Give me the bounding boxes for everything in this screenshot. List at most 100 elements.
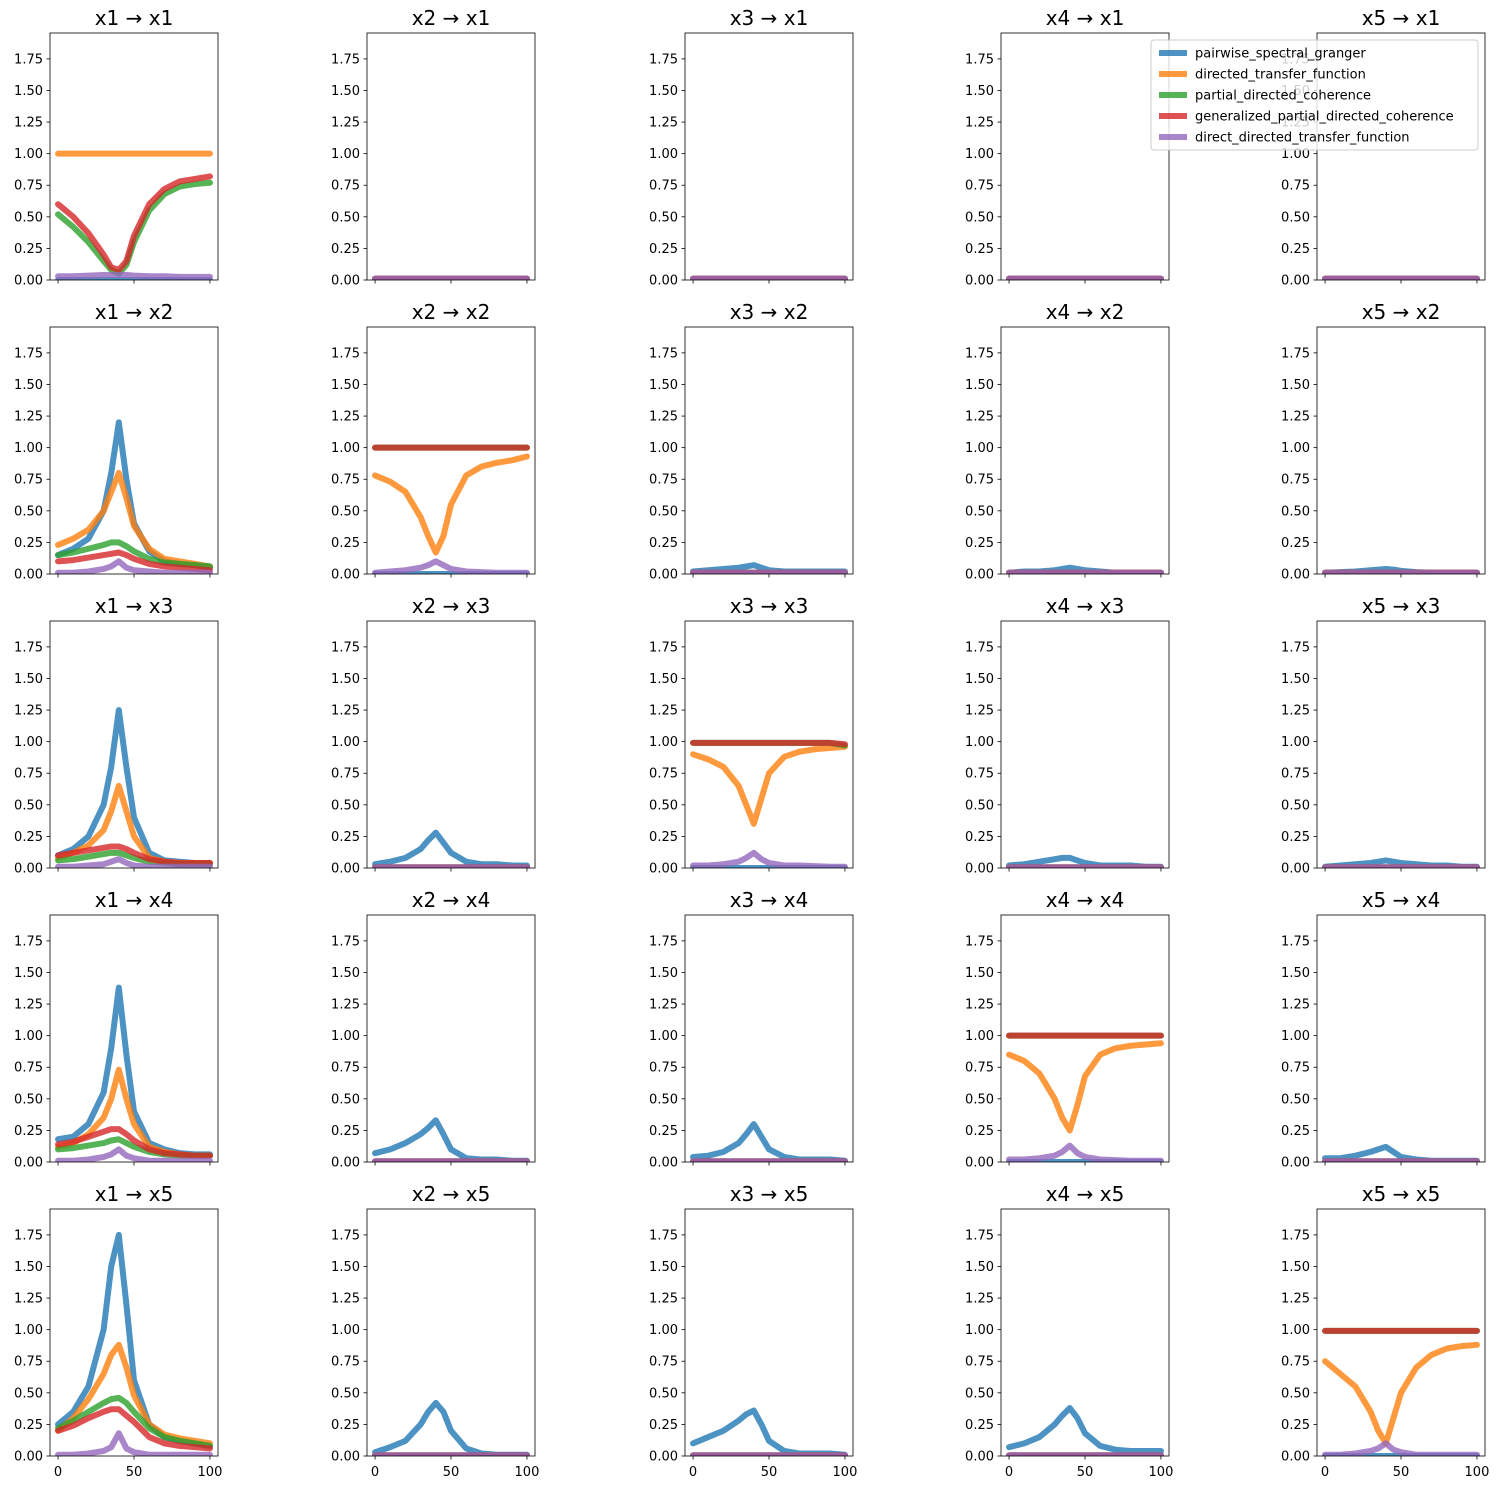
y-tick-label: 1.50 — [965, 84, 994, 99]
axes-frame — [1316, 1208, 1486, 1457]
axes-frame — [1316, 620, 1486, 869]
y-tick-label: 1.25 — [1281, 998, 1310, 1013]
y-tick-label: 0.50 — [965, 1092, 994, 1107]
panel-title: x4 → x1 — [1046, 6, 1125, 30]
y-tick-label: 0.00 — [331, 274, 360, 289]
y-tick-label: 1.00 — [1281, 1029, 1310, 1044]
y-tick-label: 0.75 — [14, 1355, 43, 1370]
y-tick-label: 0.75 — [331, 1061, 360, 1076]
y-tick-label: 0.00 — [14, 274, 43, 289]
y-tick-label: 0.75 — [1281, 179, 1310, 194]
series-line — [55, 173, 213, 273]
y-tick-label: 0.75 — [14, 179, 43, 194]
x-tick-label: 100 — [833, 1465, 858, 1480]
y-tick-label: 1.00 — [331, 1029, 360, 1044]
y-tick-label: 0.00 — [965, 274, 994, 289]
panel-title: x5 → x4 — [1362, 888, 1441, 912]
y-tick-label: 1.25 — [649, 1292, 678, 1307]
y-tick-label: 1.00 — [331, 1323, 360, 1338]
y-tick-label: 0.50 — [14, 210, 43, 225]
y-tick-label: 0.25 — [14, 830, 43, 845]
y-tick-label: 0.75 — [1281, 1355, 1310, 1370]
axes-frame — [1000, 620, 1170, 869]
series-line — [690, 739, 848, 748]
y-tick-label: 1.50 — [14, 84, 43, 99]
y-tick-label: 0.75 — [649, 473, 678, 488]
y-tick-label: 0.50 — [14, 1386, 43, 1401]
y-tick-label: 1.00 — [965, 735, 994, 750]
y-tick-label: 1.75 — [649, 1228, 678, 1243]
y-tick-label: 1.50 — [1281, 1260, 1310, 1275]
panel-title: x4 → x4 — [1046, 888, 1125, 912]
panel-title: x5 → x3 — [1362, 594, 1441, 618]
y-tick-label: 1.00 — [1281, 441, 1310, 456]
y-tick-label: 0.25 — [1281, 536, 1310, 551]
y-tick-label: 0.50 — [1281, 1092, 1310, 1107]
y-tick-label: 0.00 — [1281, 1156, 1310, 1171]
panel: x2 → x5 0.00 0.25 0.50 0.75 1.00 1.25 1.50 1.75 0… — [331, 1182, 539, 1480]
panel: x3 → x4 0.00 0.25 0.50 0.75 1.00 1.25 1.50 1.75 — [649, 888, 854, 1171]
y-tick-label: 1.25 — [965, 1292, 994, 1307]
y-tick-label: 1.75 — [965, 934, 994, 949]
panel: x4 → x3 0.00 0.25 0.50 0.75 1.00 1.25 1.50 1.75 — [965, 594, 1170, 877]
y-tick-label: 1.75 — [649, 346, 678, 361]
y-tick-label: 1.75 — [649, 934, 678, 949]
axes-frame — [1316, 914, 1486, 1163]
y-tick-label: 0.25 — [649, 1418, 678, 1433]
y-tick-label: 0.25 — [965, 242, 994, 257]
y-tick-label: 0.75 — [14, 767, 43, 782]
y-tick-label: 0.25 — [1281, 830, 1310, 845]
y-tick-label: 0.00 — [649, 1450, 678, 1465]
y-tick-label: 1.50 — [965, 672, 994, 687]
y-tick-label: 0.25 — [331, 1124, 360, 1139]
x-tick-label: 100 — [1465, 1465, 1490, 1480]
series-line — [690, 1121, 848, 1162]
y-tick-label: 0.75 — [649, 1061, 678, 1076]
y-tick-label: 0.50 — [649, 210, 678, 225]
y-tick-label: 0.75 — [649, 1355, 678, 1370]
legend-label: generalized_partial_directed_coherence — [1195, 110, 1454, 125]
panel: x3 → x1 0.00 0.25 0.50 0.75 1.00 1.25 1.50 1.75 — [649, 6, 854, 289]
series-line — [372, 1117, 530, 1162]
series-line — [1322, 1440, 1480, 1456]
axes-frame — [366, 32, 536, 281]
panel: x2 → x4 0.00 0.25 0.50 0.75 1.00 1.25 1.50 1.75 — [331, 888, 536, 1171]
axes-frame — [366, 914, 536, 1163]
y-tick-label: 1.50 — [1281, 672, 1310, 687]
y-tick-label: 1.25 — [965, 116, 994, 131]
axes-frame — [49, 326, 219, 575]
x-tick-label: 0 — [1005, 1465, 1013, 1480]
axes-frame — [684, 32, 854, 281]
y-tick-label: 1.50 — [649, 672, 678, 687]
panel-title: x1 → x2 — [95, 300, 174, 324]
y-tick-label: 0.25 — [14, 1418, 43, 1433]
y-tick-label: 1.00 — [649, 735, 678, 750]
x-tick-label: 50 — [1393, 1465, 1410, 1480]
y-tick-label: 0.25 — [965, 1418, 994, 1433]
y-tick-label: 1.25 — [965, 704, 994, 719]
y-tick-label: 1.25 — [965, 410, 994, 425]
y-tick-label: 0.00 — [965, 1156, 994, 1171]
y-tick-label: 0.00 — [14, 568, 43, 583]
panel: x3 → x2 0.00 0.25 0.50 0.75 1.00 1.25 1.50 1.75 — [649, 300, 854, 583]
y-tick-label: 1.00 — [331, 735, 360, 750]
y-tick-label: 1.25 — [14, 998, 43, 1013]
y-tick-label: 1.25 — [1281, 1292, 1310, 1307]
y-tick-label: 1.75 — [1281, 346, 1310, 361]
x-tick-label: 50 — [761, 1465, 778, 1480]
y-tick-label: 1.75 — [1281, 1228, 1310, 1243]
y-tick-label: 0.50 — [331, 210, 360, 225]
x-tick-label: 0 — [371, 1465, 379, 1480]
panel: x2 → x3 0.00 0.25 0.50 0.75 1.00 1.25 1.50 1.75 — [331, 594, 536, 877]
y-tick-label: 1.00 — [1281, 735, 1310, 750]
y-tick-label: 0.25 — [649, 242, 678, 257]
y-tick-label: 1.00 — [965, 1029, 994, 1044]
panel: x3 → x3 0.00 0.25 0.50 0.75 1.00 1.25 1.50 1.75 — [649, 594, 854, 877]
y-tick-label: 0.50 — [649, 504, 678, 519]
y-tick-label: 0.75 — [1281, 473, 1310, 488]
y-tick-label: 0.00 — [1281, 568, 1310, 583]
series-line — [55, 271, 213, 280]
legend-label: directed_transfer_function — [1195, 68, 1366, 83]
panel: x1 → x2 0.00 0.25 0.50 0.75 1.00 1.25 1.50 1.75 — [14, 300, 219, 583]
y-tick-label: 0.00 — [965, 1450, 994, 1465]
